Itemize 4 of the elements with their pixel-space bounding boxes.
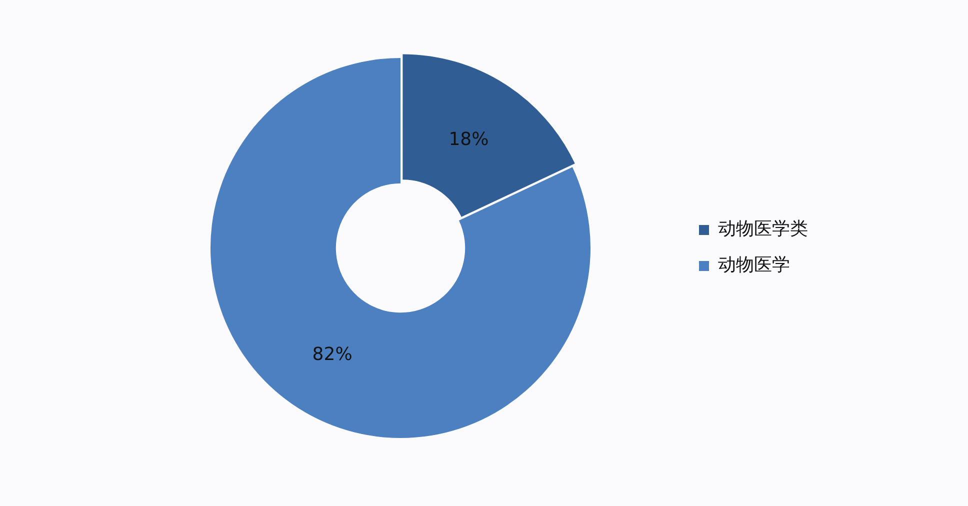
data-label: 82% <box>312 344 352 366</box>
legend-label: 动物医学类 <box>718 218 808 240</box>
legend-label: 动物医学 <box>718 254 790 276</box>
data-label: 18% <box>448 129 489 150</box>
